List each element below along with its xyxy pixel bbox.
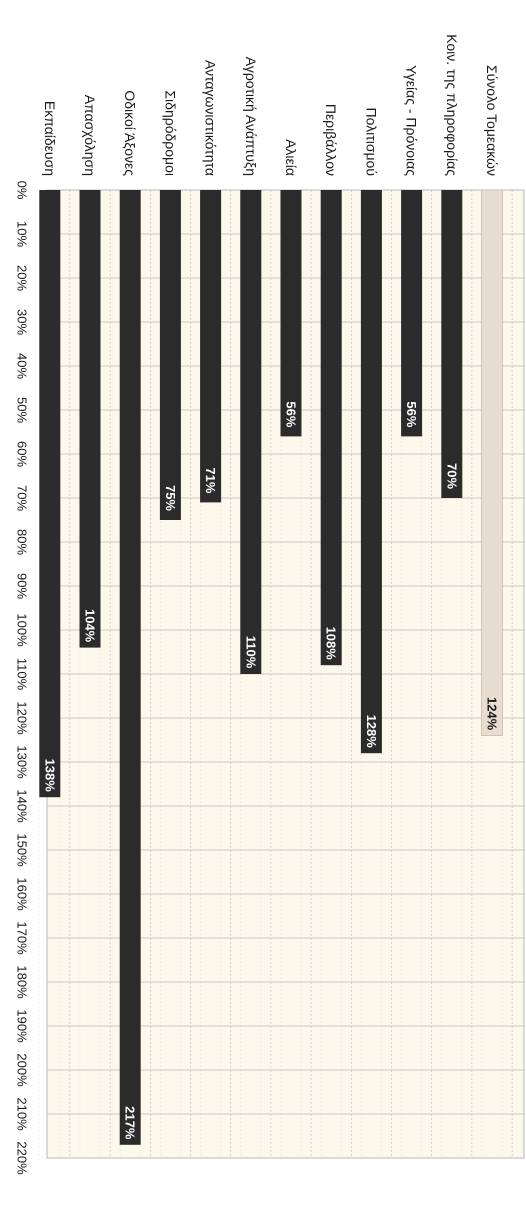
bar	[320, 190, 342, 666]
data-label: 56%	[284, 401, 299, 427]
bar	[441, 190, 463, 498]
category-label: Απασχόληση	[82, 95, 98, 176]
category-label: Αλιεία	[283, 139, 299, 176]
data-label: 108%	[324, 627, 339, 661]
data-label: 70%	[444, 463, 459, 489]
tick-label: 70%	[15, 485, 30, 511]
data-label: 56%	[404, 401, 419, 427]
bar	[39, 190, 61, 798]
tick-label: 180%	[15, 965, 30, 999]
category-label: Σύνολο Τομεακών	[484, 65, 500, 176]
tick-label: 170%	[15, 921, 30, 955]
tick-label: 30%	[15, 309, 30, 335]
category-label: Σιδηρόδρομοι	[162, 90, 178, 176]
data-label: 217%	[123, 1106, 138, 1140]
data-label: 124%	[485, 697, 500, 731]
category-label: Οδικοί Άξονες	[122, 90, 138, 176]
data-label: 104%	[83, 609, 98, 643]
bar	[401, 190, 423, 437]
category-label: Υγείας - Πρόνοιας	[404, 65, 420, 176]
bar	[481, 189, 503, 736]
category-labels: Σύνολο Τομεακών Κοιν. της πληροφορίας Υγεί…	[42, 34, 500, 176]
bar	[200, 190, 222, 503]
category-label: Αγροτική Ανάπτυξη	[243, 57, 259, 176]
data-label: 110%	[243, 636, 258, 669]
tick-label: 190%	[15, 1009, 30, 1043]
tick-label: 220%	[15, 1141, 30, 1175]
data-label: 128%	[364, 715, 379, 749]
bar	[280, 190, 302, 437]
tick-labels: 0% 10% 20% 30% 40% 50% 60% 70% 80% 90% 100% 110% 120…	[15, 181, 30, 1175]
bar	[79, 190, 101, 648]
tick-label: 20%	[15, 265, 30, 291]
category-label: Περιβάλλον	[323, 104, 339, 176]
tick-label: 50%	[15, 397, 30, 423]
tick-label: 10%	[15, 221, 30, 247]
tick-label: 40%	[15, 353, 30, 379]
tick-label: 100%	[15, 613, 30, 647]
tick-label: 210%	[15, 1097, 30, 1131]
tick-label: 130%	[15, 745, 30, 779]
bar	[119, 190, 141, 1145]
category-label: Εκπαίδευση	[42, 101, 58, 176]
tick-label: 140%	[15, 789, 30, 823]
category-label: Πολιτισμού	[363, 107, 379, 176]
category-label: Ανταγωνιστικότητα	[203, 60, 219, 176]
tick-label: 90%	[15, 573, 30, 599]
category-label: Κοιν. της πληροφορίας	[444, 34, 460, 176]
bar	[360, 190, 382, 754]
tick-label: 200%	[15, 1053, 30, 1087]
bar	[159, 190, 181, 520]
data-label: 71%	[203, 467, 218, 493]
data-label: 138%	[42, 759, 57, 793]
tick-label: 110%	[15, 658, 30, 691]
tick-label: 150%	[15, 833, 30, 867]
tick-label: 160%	[15, 877, 30, 911]
bars: 124% 70% 56% 128% 108% 56% 110% 71% 75% 217% 104% 1…	[39, 189, 503, 1145]
tick-label: 60%	[15, 441, 30, 467]
tick-label: 120%	[15, 701, 30, 735]
tick-label: 80%	[15, 529, 30, 555]
data-label: 75%	[163, 485, 178, 511]
bar	[240, 190, 262, 674]
tick-label: 0%	[15, 181, 30, 200]
